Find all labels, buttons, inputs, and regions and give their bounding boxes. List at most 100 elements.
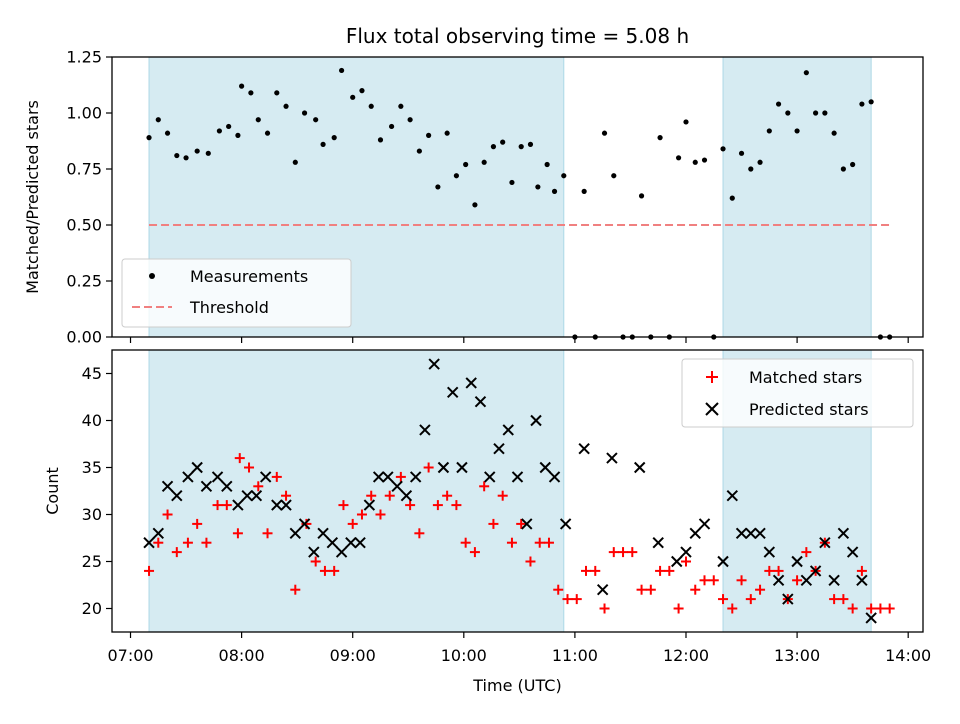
predicted-marker-b: [652, 536, 664, 549]
legend-matched-marker: [706, 371, 718, 383]
top-panel: 0.00 0.25 0.50 0.75 1.00 1.25 Matched/Predict…: [23, 48, 924, 347]
predicted-marker-b: [782, 593, 794, 605]
bottom-y-tick-label: 30: [82, 505, 102, 524]
measurement-point: [692, 159, 698, 165]
predicted-marker-b: [735, 527, 748, 540]
predicted-marker-b: [391, 480, 403, 493]
measurement-point: [581, 188, 587, 194]
predicted-marker-b: [191, 461, 203, 474]
measurement-point: [490, 144, 497, 150]
matched-star-point: [792, 575, 803, 586]
matched-star-point: [432, 500, 443, 511]
predicted-marker-b: [754, 527, 766, 540]
matched-star-point: [356, 509, 367, 520]
bottom-y-tick-label: 35: [82, 458, 102, 477]
predicted-star-point: [143, 536, 155, 549]
predicted-star-point: [530, 414, 542, 427]
predicted-star-point: [354, 536, 366, 549]
matched-star-point: [506, 537, 517, 548]
predicted-marker-b: [182, 471, 194, 483]
bottom-legend-box: [681, 358, 914, 428]
predicted-star-point: [754, 527, 766, 540]
bottom-x-ticks: 07:00 08:00 09:00 10:00 11:00 12:00 13:00 14:00: [107, 632, 931, 665]
predicted-marker-b: [171, 489, 183, 502]
measurement-point: [757, 159, 763, 165]
predicted-star-point: [735, 527, 748, 540]
predicted-marker-b: [152, 527, 164, 540]
x-tick-label: 11:00: [552, 646, 598, 665]
legend-measurements-marker: [149, 273, 155, 279]
predicted-star-point: [446, 386, 459, 399]
predicted-marker-b: [763, 546, 776, 558]
measurement-point: [292, 159, 298, 165]
x-tick-label: 10:00: [441, 646, 487, 665]
measurement-point: [359, 88, 365, 94]
predicted-marker-b: [382, 471, 394, 483]
predicted-marker-b: [548, 471, 561, 483]
predicted-star-point: [772, 574, 785, 587]
legend-predicted-marker: [705, 402, 719, 416]
predicted-marker-b: [819, 536, 831, 549]
matched-star-point: [608, 547, 619, 558]
measurement-point: [500, 139, 506, 145]
matched-star-point: [319, 565, 330, 576]
matched-star-point: [847, 603, 858, 614]
predicted-marker-b: [474, 395, 487, 408]
predicted-marker-b: [456, 461, 468, 474]
predicted-star-point: [221, 480, 233, 493]
measurement-point: [813, 110, 819, 116]
matched-star-point: [516, 518, 527, 529]
matched-star-point: [708, 575, 719, 586]
measurement-point: [194, 148, 200, 154]
matched-star-point: [451, 500, 462, 511]
matched-star-point: [366, 490, 377, 501]
matched-star-point: [764, 565, 775, 576]
matched-star-point: [395, 471, 406, 482]
x-tick-label: 12:00: [663, 646, 709, 665]
matched-star-point: [571, 594, 582, 605]
top-plot-frame: [111, 56, 924, 338]
measurement-point: [398, 103, 404, 109]
measurement-point: [183, 155, 189, 161]
measurement-point: [738, 150, 745, 156]
predicted-star-point: [511, 471, 524, 483]
measurement-point: [472, 202, 478, 208]
measurement-point: [283, 103, 289, 109]
predicted-star-point: [502, 424, 514, 436]
predicted-marker-b: [308, 546, 320, 558]
measurement-point: [301, 110, 308, 116]
matched-star-point: [479, 481, 490, 492]
predicted-marker-b: [671, 555, 683, 568]
predicted-star-point: [298, 518, 311, 530]
matched-star-point: [234, 453, 245, 464]
measurement-point: [518, 144, 524, 150]
measurement-point: [416, 148, 422, 154]
measurement-point: [481, 159, 487, 165]
bottom-y-tick-label: 25: [82, 552, 102, 571]
predicted-marker-b: [437, 461, 450, 474]
matched-star-point: [645, 584, 656, 595]
predicted-star-point: [382, 471, 394, 483]
measurement-point: [388, 123, 395, 130]
measurement-point: [453, 173, 459, 179]
measurement-point: [264, 130, 271, 136]
matched-star-point: [182, 537, 193, 548]
measurement-point: [320, 141, 326, 147]
predicted-marker-b: [259, 471, 272, 483]
predicted-star-point: [171, 489, 183, 502]
x-tick-label: 13:00: [774, 646, 820, 665]
matched-star-point: [201, 537, 212, 548]
matched-star-point: [423, 462, 434, 473]
measurement-point: [775, 101, 782, 107]
predicted-marker-b: [465, 377, 477, 389]
predicted-star-point: [250, 489, 263, 502]
predicted-marker-b: [161, 480, 174, 493]
matched-star-point: [414, 528, 425, 539]
predicted-star-point: [200, 480, 213, 493]
matched-star-point: [636, 584, 647, 595]
predicted-marker-b: [596, 583, 609, 596]
x-axis-label: Time (UTC): [472, 676, 561, 695]
top-y-ticks: 0.00 0.25 0.50 0.75 1.00 1.25: [66, 48, 112, 347]
matched-star-point: [875, 603, 886, 614]
predicted-marker-b: [791, 555, 803, 568]
